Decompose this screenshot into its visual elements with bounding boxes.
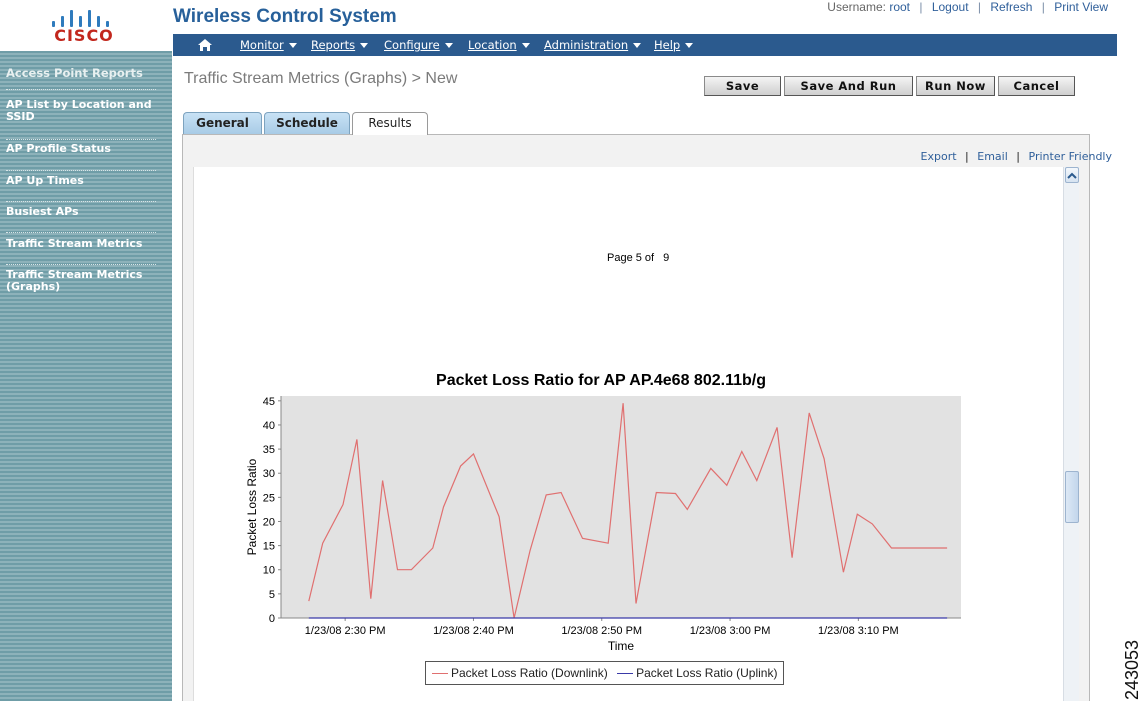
tab-general[interactable]: General [183,112,262,134]
sidebar-item-traffic-stream-metrics-graphs[interactable]: Traffic Stream Metrics (Graphs) [6,268,143,293]
y-tick-label: 5 [269,589,275,601]
chevron-down-icon [633,43,642,48]
sidebar-heading: Access Point Reports [6,66,143,80]
printer-friendly-link[interactable]: Printer Friendly [1028,150,1112,163]
chevron-down-icon [521,43,530,48]
sidebar-item-traffic-stream-metrics[interactable]: Traffic Stream Metrics [6,237,143,250]
refresh-link[interactable]: Refresh [990,0,1033,14]
cancel-button[interactable]: Cancel [998,76,1075,96]
figure-id: 243053 [1122,639,1142,700]
y-tick-label: 25 [263,492,275,504]
sidebar-item-ap-profile-status[interactable]: AP Profile Status [6,142,111,155]
page-total: 9 [663,252,670,264]
page-title: Traffic Stream Metrics (Graphs) > New [184,70,458,87]
chevron-down-icon [685,43,694,48]
cisco-logo: CISCO [0,0,172,50]
username: root [889,0,911,14]
sidebar-item-busiest-aps[interactable]: Busiest APs [6,205,79,218]
scroll-up-button[interactable] [1065,167,1079,183]
user-links: Username: root | Logout | Refresh | Prin… [827,0,1108,14]
nav-configure[interactable]: Configure [384,38,453,52]
y-tick-label: 30 [263,468,275,480]
chart-legend: Packet Loss Ratio (Downlink) Packet Loss… [425,661,785,685]
app-title: Wireless Control System [173,6,397,27]
chevron-up-icon [1067,172,1077,179]
y-tick-label: 10 [263,565,275,577]
x-tick-label: 1/23/08 3:10 PM [818,625,899,637]
nav-reports[interactable]: Reports [311,38,369,52]
run-now-button[interactable]: Run Now [916,76,995,96]
x-tick-label: 1/23/08 3:00 PM [690,625,771,637]
x-axis: 1/23/08 2:30 PM 1/23/08 2:40 PM 1/23/08 2:… [281,617,961,637]
chevron-down-icon [360,43,369,48]
x-axis-label: Time [608,639,635,653]
y-axis-label: Packet Loss Ratio [245,458,259,555]
main-nav: Monitor Reports Configure Location Admin… [173,34,1117,56]
x-tick-label: 1/23/08 2:30 PM [305,625,386,637]
sidebar: Access Point Reports AP List by Location… [0,51,172,701]
y-tick-label: 20 [263,516,275,528]
cisco-bars-icon [52,5,118,27]
legend-swatch-uplink [617,673,634,675]
y-tick-label: 0 [269,613,275,625]
page-indicator: Page 5 of 9 [607,252,669,264]
x-tick-label: 1/23/08 2:50 PM [561,625,642,637]
result-links: Export | Email | Printer Friendly [920,150,1112,163]
tab-schedule[interactable]: Schedule [264,112,350,134]
x-tick-label: 1/23/08 2:40 PM [433,625,514,637]
tab-results[interactable]: Results [352,112,428,135]
page-label: Page 5 of [607,252,655,264]
chevron-down-icon [444,43,453,48]
nav-administration[interactable]: Administration [544,38,642,52]
sidebar-item-ap-list[interactable]: AP List by Location and SSID [6,98,152,123]
legend-entry-downlink: Packet Loss Ratio (Downlink) [451,666,608,680]
report-scrollbar[interactable] [1063,167,1079,701]
y-tick-label: 35 [263,444,275,456]
y-tick-label: 45 [263,396,275,408]
email-link[interactable]: Email [977,150,1008,163]
home-icon[interactable] [197,37,213,53]
nav-monitor[interactable]: Monitor [240,38,297,52]
logout-link[interactable]: Logout [931,0,969,14]
y-axis: 0 5 10 15 20 25 30 35 40 45 [263,396,282,625]
scroll-thumb[interactable] [1065,471,1079,523]
chevron-down-icon [288,43,297,48]
print-view-link[interactable]: Print View [1054,0,1108,14]
nav-location[interactable]: Location [468,38,530,52]
series-downlink-line [308,403,948,619]
username-label: Username: [827,0,886,14]
y-tick-label: 40 [263,420,275,432]
legend-entry-uplink: Packet Loss Ratio (Uplink) [636,666,778,680]
cisco-logo-text: CISCO [54,26,114,45]
save-and-run-button[interactable]: Save And Run [784,76,913,96]
chart-title: Packet Loss Ratio for AP AP.4e68 802.11b… [436,372,766,389]
save-button[interactable]: Save [704,76,781,96]
plot-area [281,396,961,618]
sidebar-item-ap-up-times[interactable]: AP Up Times [6,174,84,187]
y-tick-label: 15 [263,541,275,553]
legend-swatch-downlink [432,673,448,675]
nav-help[interactable]: Help [654,38,694,52]
packet-loss-chart: Packet Loss Ratio for AP AP.4e68 802.11b… [245,372,961,653]
export-link[interactable]: Export [920,150,957,163]
